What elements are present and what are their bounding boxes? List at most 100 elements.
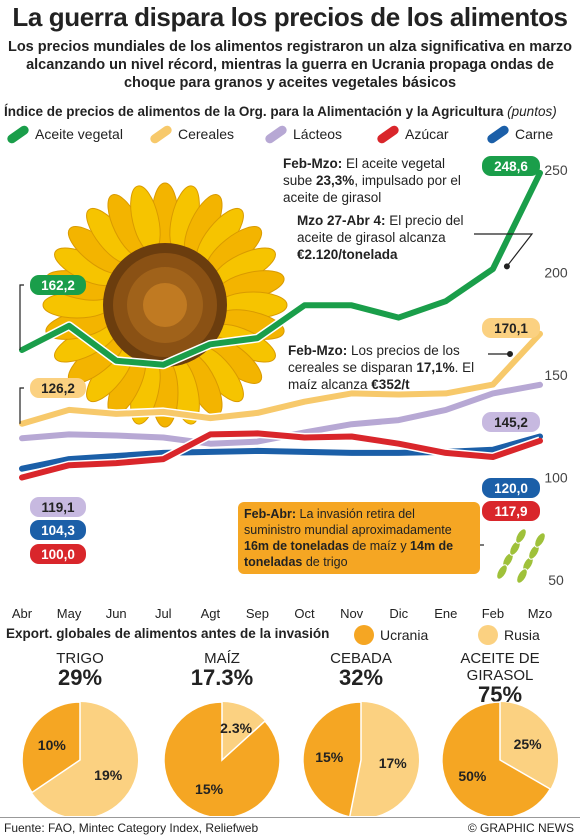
legend-item-aceite: Aceite vegetal: [5, 123, 123, 145]
chart-title-text: Índice de precios de alimentos de la Org…: [4, 104, 504, 119]
value-label-box: [30, 275, 86, 295]
value-label-box: [482, 478, 540, 498]
note-value: €2.120/tonelada: [297, 247, 398, 262]
value-label: 145,2: [494, 415, 528, 430]
x-tick-label: Jul: [154, 606, 172, 621]
source-text: Fuente: FAO, Mintec Category Index, Reli…: [4, 821, 259, 835]
value-label: 119,1: [41, 500, 75, 515]
x-tick-label: Sep: [245, 606, 270, 621]
y-tick-label: 250: [544, 162, 568, 178]
series-line: [19, 430, 543, 481]
pie-label-russia: 17%: [379, 755, 408, 771]
exports-legend-ukraine: Ucrania: [354, 625, 428, 645]
note-invasion: Feb-Abr: La invasión retira del suminist…: [238, 502, 480, 574]
value-label: 126,2: [41, 381, 75, 396]
y-tick-label: 150: [544, 367, 568, 383]
pie-commodity: CEBADA: [330, 650, 392, 667]
legend-swatch: [148, 123, 174, 145]
note-text: de trigo: [302, 555, 348, 569]
brand-text: © GRAPHIC NEWS: [467, 821, 574, 835]
pie-label-ukraine: 15%: [315, 749, 344, 765]
value-label-box: [482, 318, 540, 338]
footer: Fuente: FAO, Mintec Category Index, Reli…: [0, 817, 580, 838]
pie-slice-ukraine: [21, 701, 81, 794]
x-tick-label: Ene: [434, 606, 458, 621]
legend-swatch: [5, 123, 31, 145]
pie-slice-ukraine: [302, 701, 362, 816]
value-label: 120,0: [494, 481, 528, 496]
wheat-icon: [496, 524, 546, 593]
pie-label-russia: 25%: [514, 736, 543, 752]
note-value: €352/t: [371, 377, 410, 392]
pie-label-ukraine: 10%: [38, 737, 67, 753]
note-text: Los precios de los cereales se disparan: [288, 343, 460, 375]
pie-commodity: TRIGO: [56, 650, 104, 667]
note-dot: [503, 263, 510, 270]
value-label-box: [30, 520, 86, 540]
x-tick-label: Nov: [340, 606, 364, 621]
note-oil-surge: Feb-Mzo: El aceite vegetal sube 23,3%, i…: [283, 155, 473, 206]
legend-label: Azúcar: [405, 126, 449, 142]
x-tick-label: Mzo: [527, 606, 553, 621]
x-tick-label: Dic: [389, 606, 409, 621]
note-text: . El maíz alcanza: [288, 360, 475, 392]
export-pie: MAÍZ 17.3% 15% 2.3%: [152, 650, 292, 816]
pie-commodity: ACEITE DE GIRASOL: [460, 650, 540, 684]
pie-commodity: MAÍZ: [204, 650, 240, 667]
note-lead: Feb-Mzo:: [288, 343, 348, 358]
value-label-box: [30, 544, 86, 564]
pie-svg: 15% 17%: [302, 701, 419, 816]
exports-heading: Export. globales de alimentos antes de l…: [6, 626, 330, 641]
note-value: 23,3%: [316, 173, 355, 188]
legend-swatch: [263, 123, 289, 145]
chart-unit: (puntos): [507, 104, 557, 119]
x-tick-label: Abr: [11, 606, 33, 621]
value-label: 117,9: [494, 504, 527, 519]
note-text: El aceite vegetal sube: [283, 156, 446, 188]
pie-label-russia: 2.3%: [220, 720, 252, 736]
legend-dot: [354, 625, 374, 645]
note-text: de maíz y: [348, 539, 411, 553]
pie-label-ukraine: 15%: [195, 781, 224, 797]
value-label-box: [482, 412, 540, 432]
export-pie: ACEITE DE GIRASOL 75% 50% 25%: [430, 650, 570, 816]
series-line: [19, 330, 543, 427]
chart-svg: 50 100 150 200 250 162,2 126,2 119,1 104,3 100,0…: [19, 156, 568, 593]
x-tick-label: Jun: [105, 606, 127, 621]
legend-label: Lácteos: [293, 126, 343, 142]
pie-total: 29%: [57, 665, 103, 690]
sunflower-illustration: [42, 182, 288, 428]
legend-label: Ucrania: [380, 627, 429, 643]
y-tick-label: 200: [544, 265, 568, 281]
note-lead: Feb-Abr:: [244, 507, 297, 521]
x-tick-label: Oct: [294, 606, 315, 621]
note-text: El precio del aceite de girasol alcanza: [297, 213, 464, 245]
legend-item-azucar: Azúcar: [375, 123, 449, 145]
note-text: , impulsado por el aceite de girasol: [283, 173, 461, 205]
legend-label: Aceite vegetal: [35, 126, 123, 142]
value-label: 170,1: [494, 321, 528, 336]
x-tick-label: May: [56, 606, 82, 621]
pie-slice-ukraine: [441, 701, 552, 816]
label-leader: [19, 284, 24, 350]
value-label: 100,0: [41, 547, 75, 562]
note-text: La invasión retira del suministro mundia…: [244, 507, 452, 537]
pie-total: 32%: [338, 665, 384, 690]
pie-svg: 10% 19%: [21, 701, 138, 816]
value-label: 248,6: [494, 159, 528, 174]
pie-slice-ukraine: [163, 701, 281, 816]
chart-title: Índice de precios de alimentos de la Org…: [4, 104, 557, 119]
legend-item-lacteos: Lácteos: [263, 123, 343, 145]
note-value: 16m de toneladas: [244, 539, 349, 553]
export-pie: TRIGO 29% 10% 19%: [10, 650, 150, 816]
page-subtitle: Los precios mundiales de los alimentos r…: [7, 39, 573, 91]
note-leader: [474, 233, 534, 267]
legend-dot: [478, 625, 498, 645]
value-label: 162,2: [41, 278, 75, 293]
pie-total: 17.3%: [190, 665, 254, 690]
legend-swatch: [375, 123, 401, 145]
exports-legend-russia: Rusia: [478, 625, 540, 645]
y-tick-label: 50: [548, 572, 564, 588]
x-tick-label: Agt: [200, 606, 221, 621]
value-label-box: [30, 378, 86, 398]
